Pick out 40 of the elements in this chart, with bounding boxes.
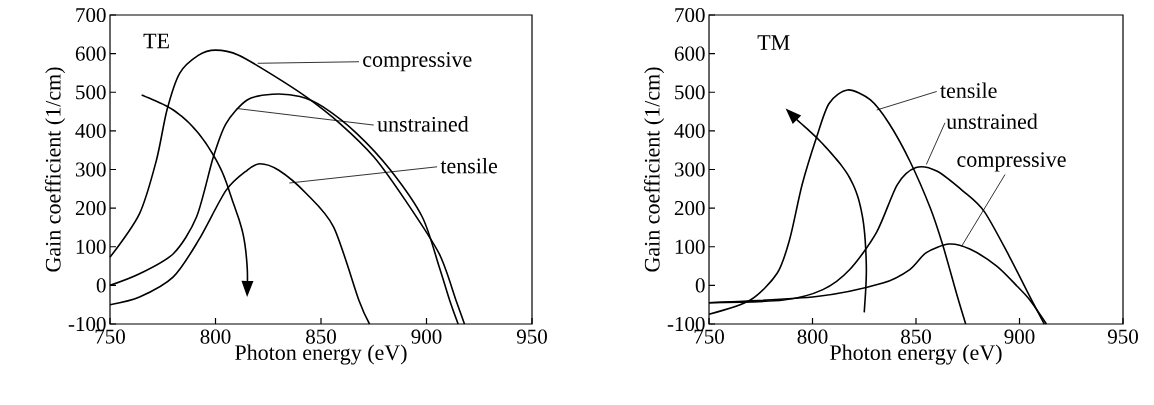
annotation: TM [757, 35, 790, 50]
y-tick-label: 300 [75, 162, 106, 177]
annotation: TE [143, 33, 169, 49]
y-tick-label: 200 [75, 201, 106, 216]
y-tick-label: 500 [76, 85, 106, 100]
x-tick-label: 950 [1107, 329, 1138, 344]
y-tick-label: -100 [68, 316, 106, 332]
y-tick-label: 600 [674, 46, 705, 61]
series-label: unstrained [946, 113, 1038, 129]
x-tick-label: 750 [694, 329, 724, 344]
y-axis-title: Gain coefficient (1/cm) [643, 67, 665, 272]
y-tick-label: 700 [675, 7, 705, 23]
x-axis-title: Photon energy (eV) [235, 344, 407, 365]
x-tick-label: 850 [901, 329, 931, 344]
legend-label: tensile [940, 82, 997, 99]
y-tick-label: 300 [674, 162, 705, 177]
y-tick-label: 400 [75, 123, 106, 138]
y-axis-title: Gain coefficient (1/cm) [44, 67, 66, 272]
x-tick-label: 900 [411, 329, 442, 344]
text: tensile [440, 157, 498, 174]
x-tick-label: 800 [200, 329, 231, 344]
y-tick-label: -100 [667, 316, 705, 332]
x-tick-label: 800 [797, 329, 828, 344]
y-tick-label: 100 [76, 239, 106, 254]
y-tick-label: 600 [75, 46, 106, 61]
x-tick-label: 750 [95, 329, 125, 344]
x-tick-label: 900 [1004, 329, 1035, 344]
legend-label: compressive [363, 52, 472, 72]
y-tick-label: 0 [695, 278, 705, 293]
y-tick-label: 700 [76, 7, 106, 23]
x-axis-title: Photon energy (eV) [830, 344, 1002, 365]
y-tick-label: 500 [675, 85, 705, 100]
y-tick-label: 100 [675, 239, 705, 254]
y-tick-label: 200 [674, 201, 705, 216]
y-tick-label: 0 [96, 278, 106, 293]
y-tick-label: 400 [674, 123, 705, 138]
text: compressive [957, 152, 1066, 172]
x-tick-label: 950 [516, 329, 547, 344]
series-label: unstrained [377, 116, 469, 132]
x-tick-label: 850 [306, 329, 336, 344]
